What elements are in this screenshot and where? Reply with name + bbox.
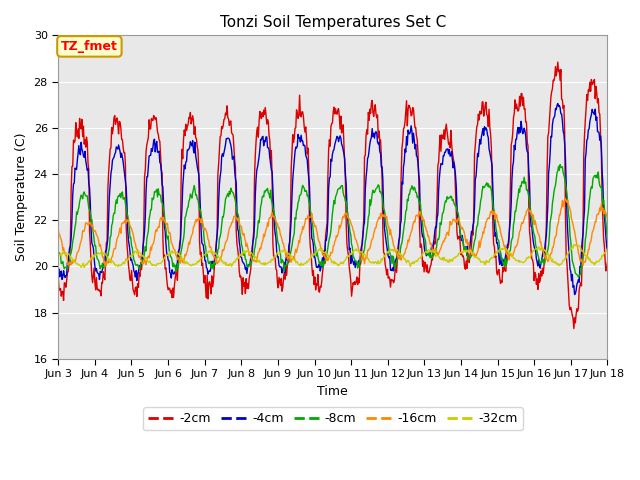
-4cm	[121, 173, 129, 179]
-8cm	[54, 249, 62, 255]
Line: -16cm: -16cm	[58, 198, 607, 266]
Text: TZ_fmet: TZ_fmet	[61, 40, 118, 53]
-16cm	[401, 251, 408, 257]
-32cm	[122, 257, 129, 263]
-8cm	[556, 162, 564, 168]
-4cm	[177, 238, 184, 243]
Line: -4cm: -4cm	[58, 104, 607, 295]
-32cm	[570, 242, 578, 248]
X-axis label: Time: Time	[317, 385, 348, 398]
-4cm	[54, 267, 62, 273]
-4cm	[416, 178, 424, 184]
-32cm	[54, 251, 62, 257]
-4cm	[554, 101, 562, 107]
-2cm	[177, 236, 184, 242]
-32cm	[206, 250, 214, 255]
-4cm	[604, 247, 611, 252]
-32cm	[604, 247, 611, 252]
-32cm	[177, 253, 185, 259]
-2cm	[604, 260, 611, 265]
-16cm	[177, 255, 185, 261]
-16cm	[206, 244, 214, 250]
Y-axis label: Soil Temperature (C): Soil Temperature (C)	[15, 133, 28, 262]
-8cm	[575, 275, 582, 280]
-2cm	[54, 273, 62, 278]
-32cm	[401, 256, 408, 262]
-2cm	[205, 279, 213, 285]
-32cm	[417, 255, 424, 261]
Title: Tonzi Soil Temperatures Set C: Tonzi Soil Temperatures Set C	[220, 15, 446, 30]
-16cm	[54, 227, 62, 232]
-16cm	[64, 262, 72, 268]
Line: -32cm: -32cm	[58, 245, 607, 267]
Line: -8cm: -8cm	[58, 165, 607, 277]
-32cm	[64, 251, 72, 257]
-16cm	[122, 217, 129, 223]
-16cm	[561, 195, 569, 201]
-4cm	[64, 261, 72, 267]
-16cm	[102, 264, 109, 269]
-8cm	[416, 201, 424, 206]
-2cm	[121, 150, 129, 156]
-2cm	[64, 269, 72, 275]
Legend: -2cm, -4cm, -8cm, -16cm, -32cm: -2cm, -4cm, -8cm, -16cm, -32cm	[143, 407, 523, 430]
-16cm	[604, 216, 611, 222]
-8cm	[121, 195, 129, 201]
Line: -2cm: -2cm	[58, 62, 607, 328]
-2cm	[399, 126, 407, 132]
-8cm	[604, 236, 611, 241]
-16cm	[417, 209, 424, 215]
-32cm	[81, 264, 88, 270]
-8cm	[64, 264, 72, 269]
-4cm	[205, 268, 213, 274]
-4cm	[571, 292, 579, 298]
-4cm	[399, 164, 407, 169]
-2cm	[554, 59, 562, 65]
-8cm	[399, 228, 407, 234]
-2cm	[416, 224, 424, 230]
-8cm	[177, 252, 184, 258]
-2cm	[570, 325, 578, 331]
-8cm	[205, 261, 213, 266]
